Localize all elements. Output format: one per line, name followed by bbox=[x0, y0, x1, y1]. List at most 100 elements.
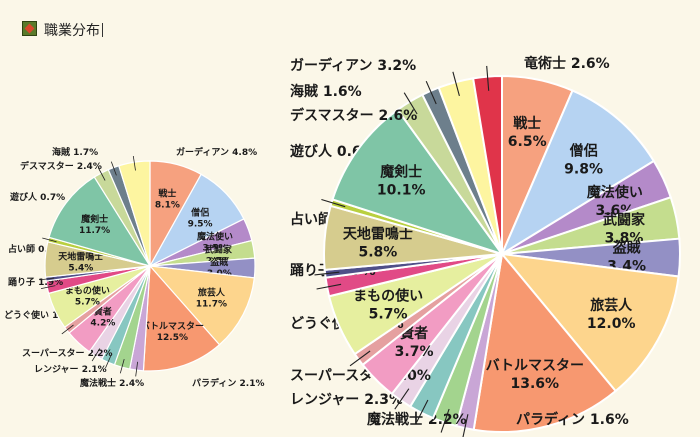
leader-line bbox=[61, 324, 74, 335]
pie-slice-6 bbox=[148, 265, 255, 346]
slice-value: 2.6% bbox=[571, 56, 610, 72]
slice-label: スーパースター 2.2% bbox=[22, 347, 113, 359]
slice-label: バトルマスター bbox=[141, 320, 204, 332]
slice-value: 11.7% bbox=[79, 226, 110, 236]
leader-line bbox=[135, 361, 138, 377]
leader-line bbox=[416, 399, 429, 423]
leader-line bbox=[486, 65, 490, 91]
slice-value: 6.5% bbox=[508, 134, 547, 150]
slice-value: 2.4% bbox=[119, 379, 144, 389]
slice-label: 魔剣士 bbox=[80, 213, 108, 225]
pie-slice-19 bbox=[48, 176, 152, 268]
slice-label: 海賊 1.7% bbox=[52, 146, 98, 158]
slice-label: 旅芸人 bbox=[590, 297, 633, 314]
slice-label: 旅芸人 bbox=[198, 287, 226, 299]
slice-label: 竜術士 2.6% bbox=[524, 55, 610, 72]
slice-label: まもの使い bbox=[353, 288, 423, 305]
slice-label: 踊り子 1.9% bbox=[8, 277, 63, 288]
slice-label: 盗賊 bbox=[210, 256, 228, 268]
slice-label: 魔法使い bbox=[196, 231, 233, 243]
slice-label: ガーディアン 3.2% bbox=[290, 57, 416, 74]
slice-label: レンジャー 2.1% bbox=[34, 364, 107, 375]
slice-value: 9.8% bbox=[564, 162, 603, 178]
leader-line bbox=[42, 237, 57, 243]
slice-label: 武闘家 bbox=[205, 244, 233, 256]
leader-line bbox=[394, 388, 410, 410]
slice-label: 海賊 1.6% bbox=[290, 83, 362, 100]
slice-label: パラディン 2.1% bbox=[192, 377, 264, 389]
slice-value: 9.5% bbox=[188, 220, 213, 230]
pie-slice-19 bbox=[331, 108, 505, 256]
slice-value: 0.7% bbox=[40, 193, 65, 203]
slice-label: ガーディアン 4.8% bbox=[176, 146, 257, 158]
slice-value: 2.2% bbox=[428, 412, 467, 428]
slice-value: 1.6% bbox=[590, 412, 629, 428]
slice-value: 2.6% bbox=[378, 108, 417, 124]
slice-label: 僧侶 bbox=[191, 207, 209, 219]
pie-chart-1: 戦士8.1%僧侶9.5%魔法使い3.5%武闘家2.7%盗賊3.0%旅芸人11.7… bbox=[4, 146, 264, 389]
slice-label: バトルマスター bbox=[486, 358, 584, 374]
pie-slice-7 bbox=[472, 251, 618, 433]
pie-slice-7 bbox=[142, 264, 221, 372]
slice-label: レンジャー 2.3% bbox=[290, 392, 403, 408]
slice-value: 5.7% bbox=[75, 297, 100, 307]
slice-value: 3.7% bbox=[395, 344, 434, 360]
leader-line bbox=[119, 358, 125, 374]
slice-label: 遊び人 0.7% bbox=[10, 191, 65, 203]
header: 職業分布 bbox=[0, 0, 700, 44]
slice-label: 盗賊 bbox=[613, 239, 641, 256]
leader-line bbox=[440, 408, 450, 433]
slice-value: 4.8% bbox=[232, 148, 257, 158]
slice-value: 5.7% bbox=[369, 307, 408, 323]
slice-value: 2.1% bbox=[82, 365, 107, 375]
slice-value: 1.7% bbox=[73, 148, 98, 158]
slice-label: 天地雷鳴士 bbox=[343, 225, 413, 242]
leader-line bbox=[105, 354, 112, 369]
pie-chart-2: 戦士6.5%僧侶9.8%魔法使い3.6%武闘家3.8%盗賊3.4%旅芸人12.0… bbox=[290, 55, 681, 437]
slice-value: 8.1% bbox=[155, 201, 180, 211]
slice-value: 4.2% bbox=[90, 319, 115, 329]
slice-value: 3.2% bbox=[377, 58, 416, 74]
slice-value: 5.8% bbox=[358, 244, 397, 260]
leader-line bbox=[462, 414, 469, 437]
slice-label: デスマスター 2.6% bbox=[290, 107, 417, 124]
slice-value: 1.9% bbox=[38, 278, 63, 288]
slice-label: デスマスター 2.4% bbox=[20, 160, 102, 172]
page-title: 職業分布 bbox=[44, 20, 103, 40]
slice-label: 戦士 bbox=[513, 115, 541, 132]
leader-line bbox=[321, 198, 346, 208]
leader-line bbox=[425, 80, 437, 105]
leader-line bbox=[110, 161, 117, 176]
slice-label: 僧侶 bbox=[570, 143, 598, 160]
slice-value: 3.5% bbox=[203, 244, 228, 254]
slice-value: 12.5% bbox=[157, 333, 188, 343]
slice-value: 1.6% bbox=[323, 84, 362, 100]
leader-line bbox=[91, 348, 101, 362]
leader-line bbox=[403, 92, 418, 115]
leader-line bbox=[97, 167, 106, 181]
slice-label: 魔法戦士 2.4% bbox=[79, 377, 144, 389]
slice-label: 武闘家 bbox=[603, 212, 646, 229]
slice-value: 2.1% bbox=[240, 379, 265, 389]
slice-value: 10.1% bbox=[377, 183, 426, 199]
slice-value: 12.0% bbox=[587, 316, 636, 332]
leader-line bbox=[132, 155, 136, 171]
pie-slice-2 bbox=[499, 89, 656, 257]
slice-label: 魔剣士 bbox=[380, 164, 422, 181]
emblem-icon bbox=[22, 21, 37, 36]
leader-line bbox=[452, 71, 460, 97]
slice-label: まもの使い bbox=[65, 284, 110, 296]
slice-label: 魔法使い bbox=[587, 184, 643, 201]
leader-line bbox=[316, 283, 342, 290]
pie-slice-6 bbox=[499, 252, 680, 393]
leader-line bbox=[314, 271, 340, 276]
slice-label: 魔法戦士 2.2% bbox=[367, 411, 467, 428]
slice-value: 11.7% bbox=[196, 300, 227, 310]
slice-value: 13.6% bbox=[511, 376, 560, 392]
slice-label: 戦士 bbox=[158, 188, 176, 200]
leader-line bbox=[39, 277, 55, 281]
slice-value: 2.2% bbox=[88, 349, 113, 359]
leader-line bbox=[349, 350, 371, 367]
slice-value: 2.4% bbox=[77, 162, 102, 172]
